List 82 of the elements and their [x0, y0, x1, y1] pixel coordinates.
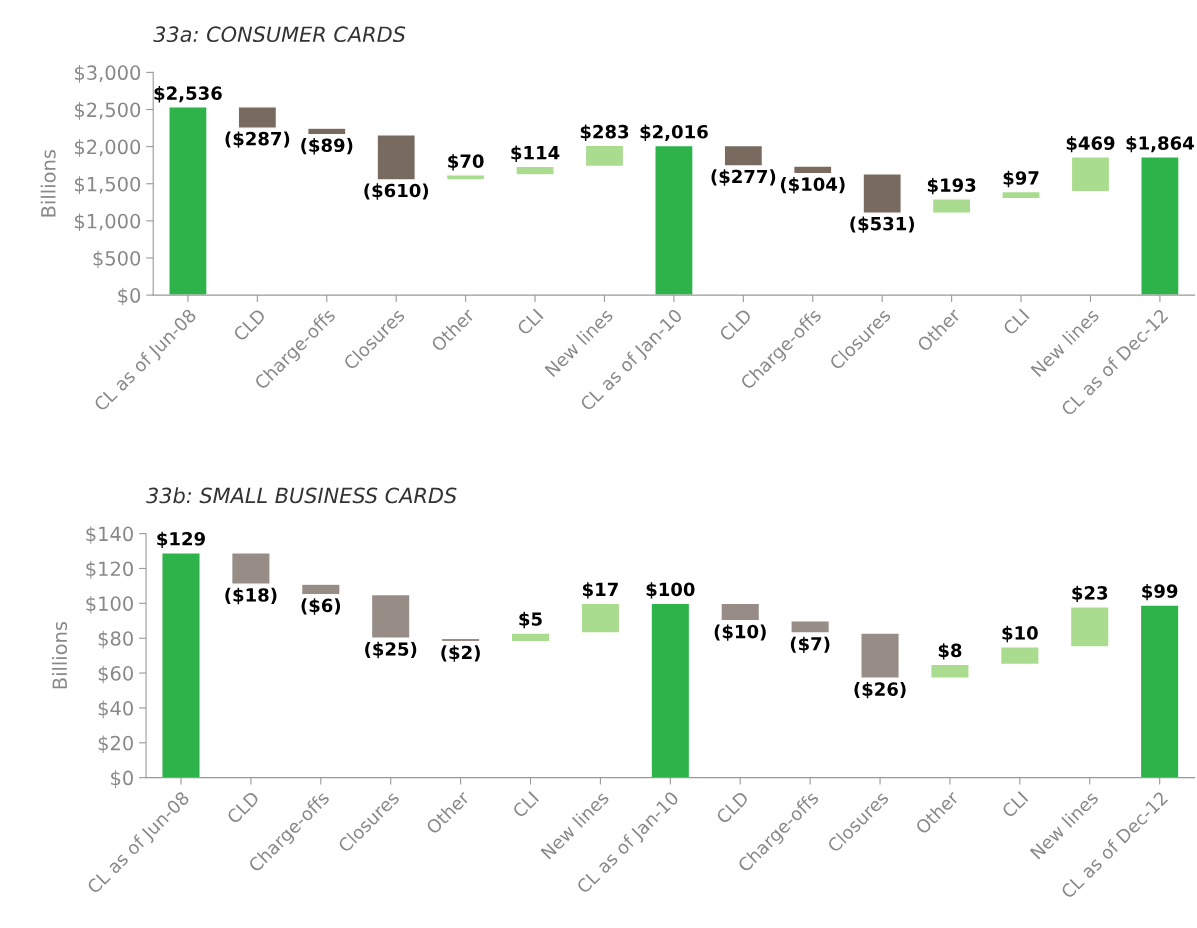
- y-tick-label: $0: [111, 770, 133, 788]
- bar: [723, 144, 764, 167]
- data-label: $2,536: [154, 86, 222, 103]
- y-axis-title: Billions: [52, 621, 68, 689]
- data-label: $23: [1072, 585, 1108, 603]
- bar: [860, 632, 900, 679]
- chart-title: 33b: SMALL BUSINESS CARDS: [146, 487, 457, 504]
- data-label: ($89): [301, 138, 353, 155]
- bar: [584, 144, 625, 168]
- data-label: $283: [580, 124, 629, 141]
- bar: [376, 134, 416, 181]
- y-tick-label: $60: [98, 665, 133, 684]
- bar: [650, 602, 691, 778]
- bar: [580, 602, 621, 634]
- data-label: $114: [511, 145, 560, 162]
- bar: [792, 165, 833, 175]
- bar: [1139, 604, 1180, 778]
- x-tick-label: CLI: [511, 790, 540, 819]
- y-axis-title: Billions: [40, 150, 56, 217]
- bar: [931, 198, 972, 214]
- bar: [1069, 606, 1110, 648]
- data-label: ($2): [441, 645, 480, 662]
- data-label: ($287): [225, 131, 290, 148]
- data-label: ($18): [225, 587, 277, 605]
- data-label: $2,016: [640, 124, 708, 141]
- data-label: $129: [157, 531, 205, 549]
- bar: [930, 663, 970, 679]
- y-tick-label: $40: [98, 700, 133, 719]
- y-tick-label: $0: [118, 287, 141, 306]
- y-tick-label: $3,000: [74, 65, 141, 83]
- bar: [230, 552, 271, 585]
- y-tick-label: $1,000: [74, 213, 141, 232]
- data-label: ($26): [854, 681, 906, 699]
- data-label: $70: [448, 154, 484, 171]
- bar: [1140, 156, 1180, 296]
- x-tick-label: CLI: [1002, 308, 1030, 336]
- y-tick-label: $20: [98, 735, 133, 754]
- data-label: $1,864: [1126, 135, 1194, 153]
- y-tick-label: $140: [86, 526, 133, 544]
- bar: [1070, 156, 1111, 193]
- bar: [720, 602, 761, 622]
- y-tick-label: $100: [86, 595, 133, 614]
- data-label: $469: [1066, 135, 1115, 153]
- data-label: ($610): [364, 183, 429, 200]
- data-label: ($25): [365, 641, 417, 659]
- data-label: $8: [938, 643, 962, 660]
- y-tick-label: $2,500: [74, 102, 141, 120]
- data-label: ($277): [711, 169, 776, 186]
- bar: [445, 174, 486, 181]
- y-tick-label: $500: [93, 250, 141, 269]
- bar: [168, 106, 208, 296]
- bar: [862, 173, 902, 214]
- data-label: $17: [582, 582, 618, 599]
- data-label: $97: [1003, 170, 1039, 188]
- data-label: ($10): [714, 624, 766, 641]
- bar: [654, 144, 694, 296]
- bar: [1001, 190, 1041, 200]
- bar: [306, 127, 347, 136]
- bar: [999, 646, 1040, 666]
- data-label: ($104): [780, 177, 845, 194]
- data-label: ($7): [790, 636, 830, 653]
- y-tick-label: $120: [86, 561, 133, 579]
- chart-title: 33a: CONSUMER CARDS: [153, 26, 406, 43]
- data-label: ($531): [850, 216, 915, 233]
- y-tick-label: $2,000: [74, 139, 141, 157]
- data-label: $5: [519, 611, 542, 629]
- bar: [510, 632, 551, 643]
- data-label: $99: [1142, 583, 1178, 601]
- y-tick-label: $1,500: [74, 176, 141, 194]
- bar: [237, 106, 278, 129]
- data-label: $100: [646, 582, 695, 599]
- bar: [515, 165, 555, 176]
- bar: [790, 620, 831, 634]
- bar: [300, 583, 341, 596]
- bar: [161, 552, 201, 778]
- y-tick-label: $80: [98, 630, 133, 649]
- data-label: ($6): [301, 598, 341, 615]
- data-label: $193: [927, 178, 976, 195]
- x-tick-label: CLI: [516, 308, 544, 336]
- bar: [370, 593, 411, 639]
- x-tick-label: CLI: [1000, 790, 1029, 819]
- data-label: $10: [1002, 625, 1038, 643]
